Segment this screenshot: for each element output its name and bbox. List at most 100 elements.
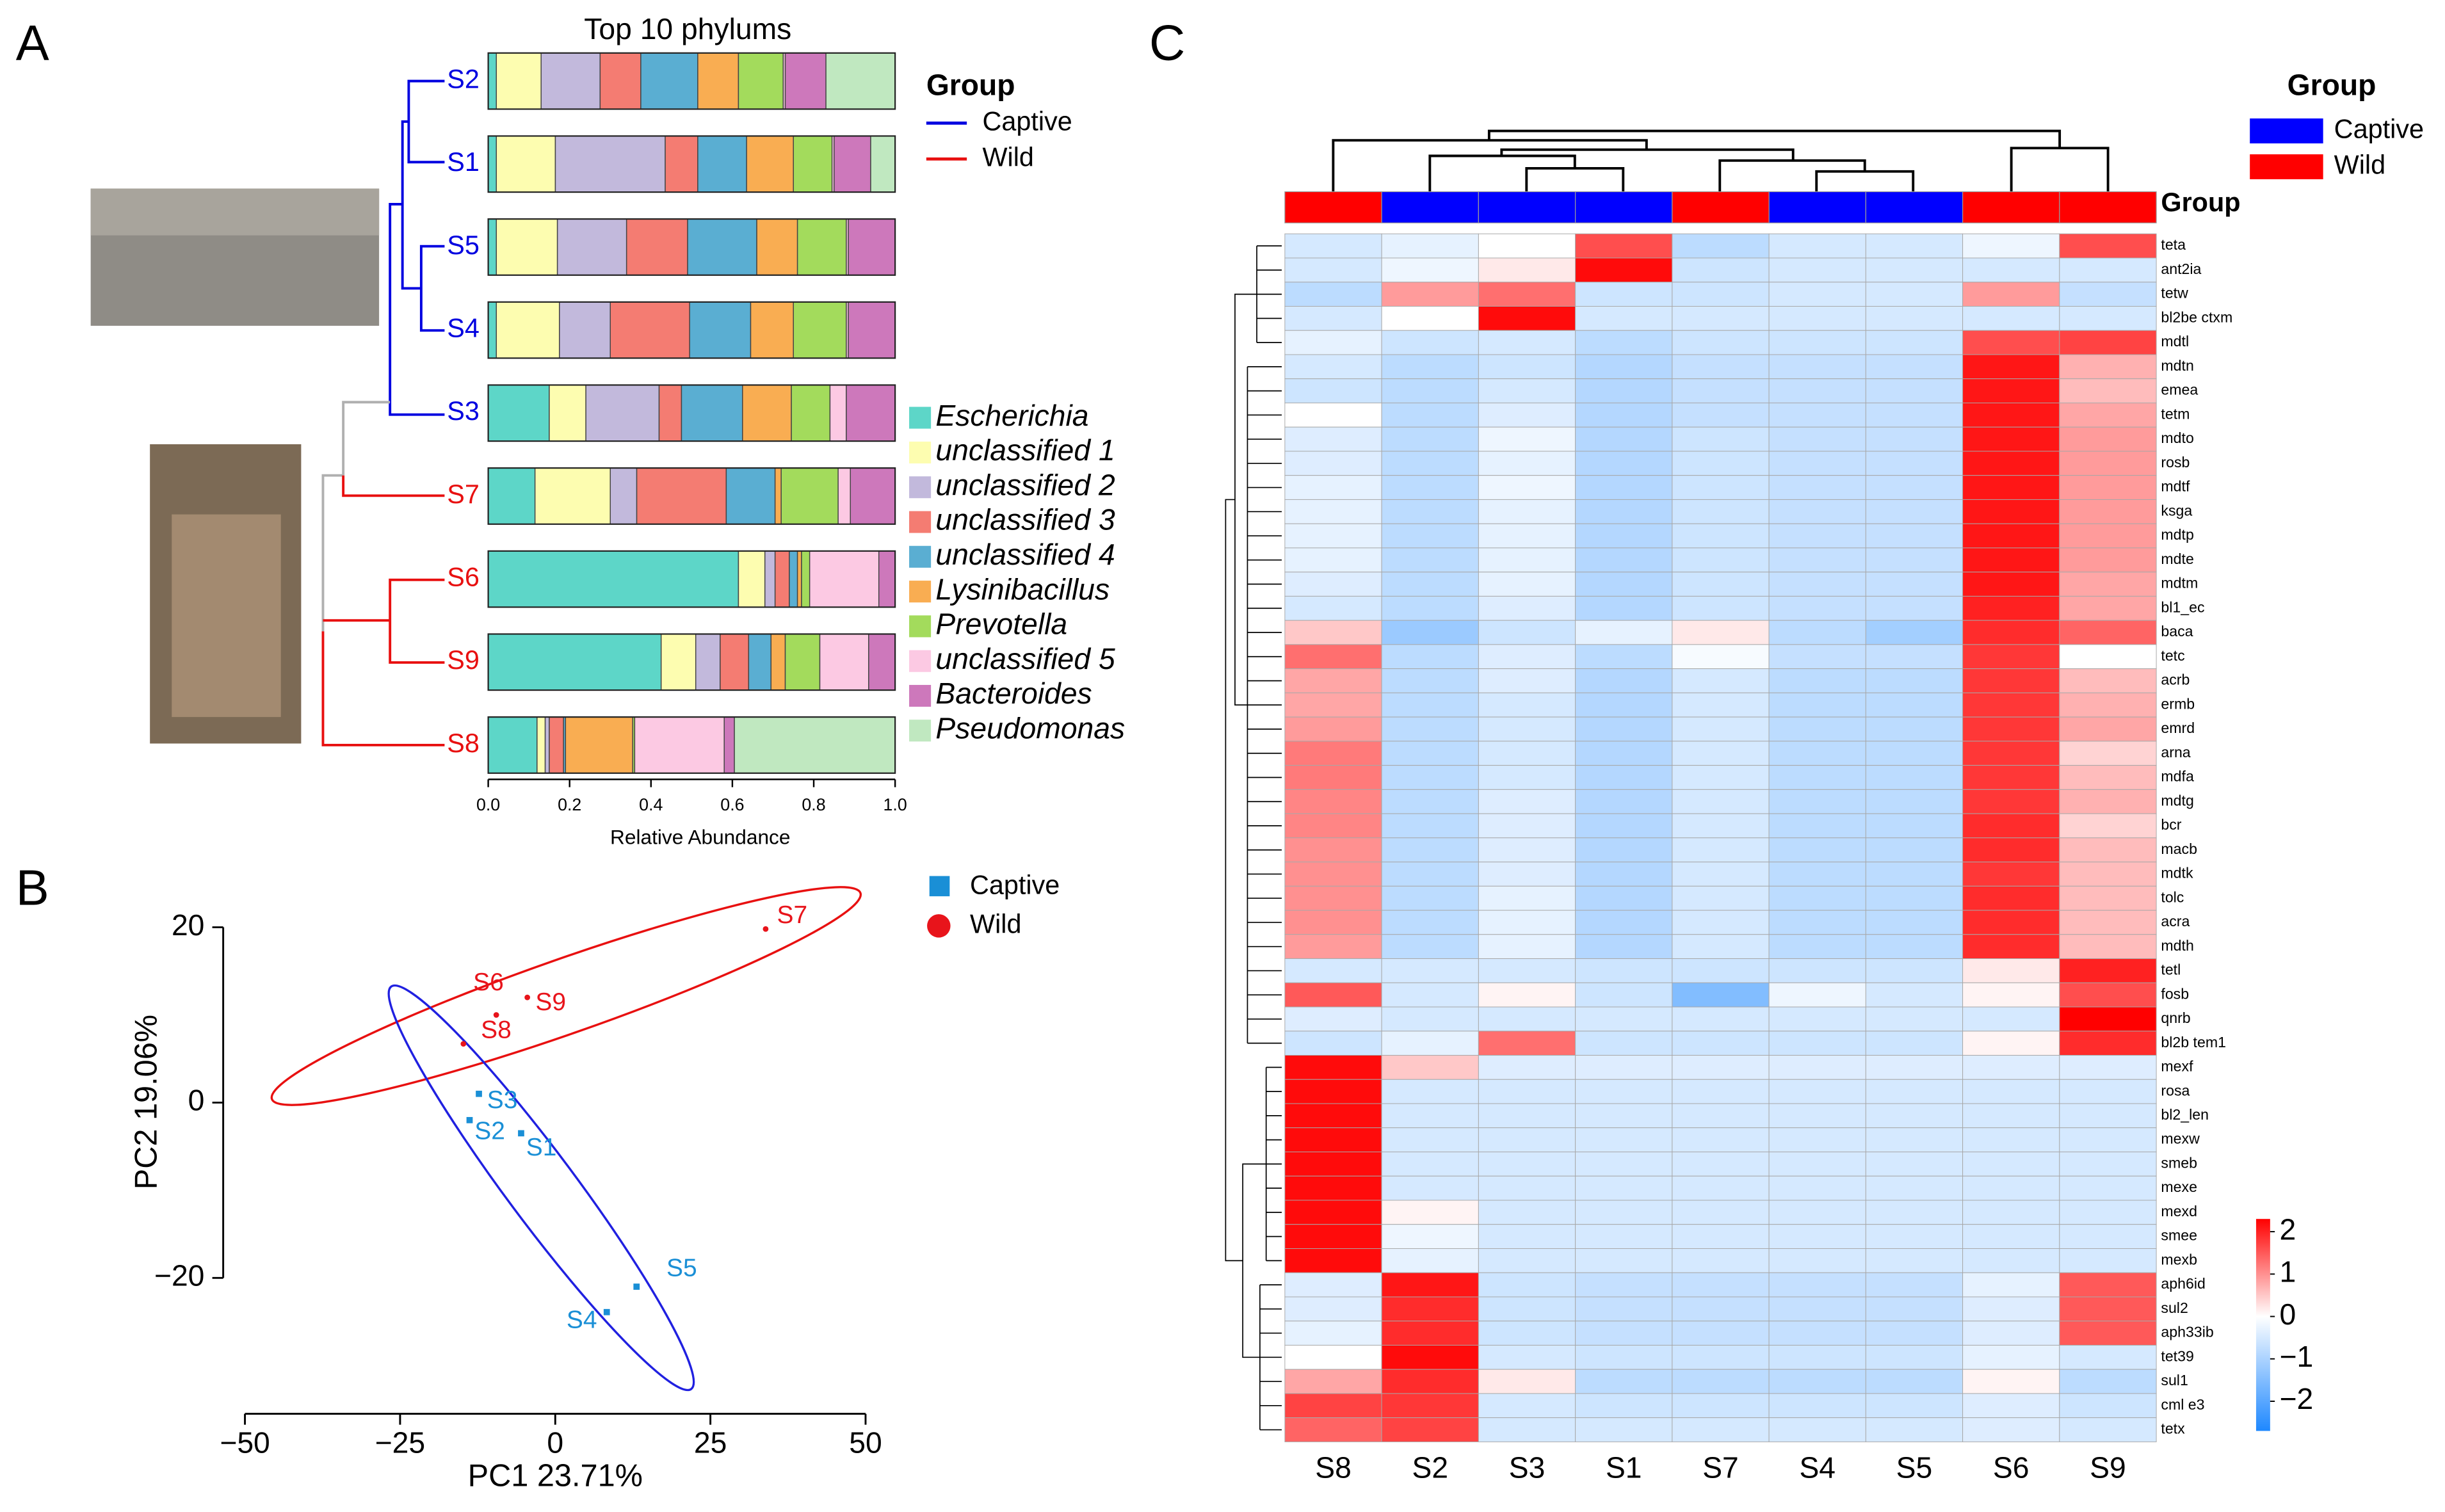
heatmap-cell <box>1962 862 2060 887</box>
legend-label: Wild <box>2334 150 2385 179</box>
legend-label: Pseudomonas <box>935 712 1125 745</box>
heatmap-cell <box>1672 257 1770 283</box>
legend-title: Group <box>2288 68 2376 102</box>
heatmap-cell <box>1478 402 1576 428</box>
heatmap-cell <box>1381 402 1479 428</box>
heatmap-cell <box>2059 233 2157 259</box>
heatmap-cell <box>2059 523 2157 549</box>
x-tick-label: 0.4 <box>639 795 663 814</box>
heatmap-cell <box>1962 499 2060 524</box>
legend-label: Prevotella <box>935 607 1067 641</box>
heatmap-cell <box>1768 572 1866 597</box>
bar-segment <box>780 467 839 525</box>
heatmap-cell <box>2059 1321 2157 1346</box>
bar-segment <box>756 218 798 276</box>
heatmap-cell <box>1575 668 1673 693</box>
heatmap-cell <box>1768 1296 1866 1322</box>
heatmap-cell <box>1865 233 1964 259</box>
heatmap-cell <box>1284 934 1382 960</box>
bar-outline <box>487 633 896 691</box>
heatmap-cell <box>2059 1393 2157 1419</box>
row-label: cml e3 <box>2161 1396 2204 1413</box>
heatmap-cell <box>1962 378 2060 403</box>
row-label: mdfa <box>2161 768 2194 785</box>
heatmap-cell <box>1962 426 2060 452</box>
heatmap-cell <box>1672 620 1770 645</box>
heatmap-cell <box>1962 595 2060 621</box>
bar-segment <box>770 633 786 691</box>
heatmap-cell <box>2059 1006 2157 1032</box>
bar-segment <box>549 384 586 442</box>
heatmap-cell <box>1672 692 1770 718</box>
row-label: mdtk <box>2161 865 2193 881</box>
heatmap-cell <box>2059 982 2157 1008</box>
heatmap-cell <box>1768 1272 1866 1298</box>
heatmap-cell <box>1865 1031 1964 1056</box>
bar-segment <box>496 135 556 193</box>
heatmap-cell <box>1962 572 2060 597</box>
heatmap-cell <box>1672 668 1770 693</box>
row-label: ant2ia <box>2161 261 2201 277</box>
heatmap-cell <box>1865 1393 1964 1419</box>
heatmap-cell <box>1672 1175 1770 1201</box>
heatmap-cell <box>1575 910 1673 935</box>
confidence-ellipse <box>387 984 695 1392</box>
row-label: smee <box>2161 1227 2197 1244</box>
heatmap-cell <box>1478 1296 1576 1322</box>
heatmap-cell <box>1962 1417 2060 1442</box>
heatmap-cell <box>1284 765 1382 790</box>
row-label: arna <box>2161 744 2190 760</box>
heatmap-cell <box>1865 330 1964 355</box>
heatmap-cell <box>2059 765 2157 790</box>
heatmap-cell <box>1284 1296 1382 1322</box>
row-label: emrd <box>2161 720 2195 736</box>
point <box>633 1283 640 1290</box>
heatmap-cell <box>1381 837 1479 863</box>
bar-segment <box>848 218 896 276</box>
heatmap-cell <box>1865 692 1964 718</box>
heatmap-cell <box>1478 692 1576 718</box>
heatmap-cell <box>1768 1200 1866 1225</box>
heatmap-cell <box>1575 257 1673 283</box>
heatmap-cell <box>2059 282 2157 307</box>
heatmap-cell <box>2059 885 2157 911</box>
heatmap-cell <box>1381 692 1479 718</box>
heatmap-cell <box>1284 378 1382 403</box>
heatmap-cell <box>1962 1175 2060 1201</box>
heatmap-cell <box>1962 1055 2060 1080</box>
heatmap-cell <box>1284 692 1382 718</box>
heatmap-cell <box>1672 354 1770 380</box>
heatmap-cell <box>1768 282 1866 307</box>
heatmap-cell <box>1768 257 1866 283</box>
column-label: S3 <box>1509 1451 1545 1484</box>
heatmap-cell <box>1768 1393 1866 1419</box>
heatmap-cell <box>1284 1006 1382 1032</box>
heatmap-cell <box>1768 426 1866 452</box>
heatmap-cell <box>1672 885 1770 911</box>
heatmap-cell <box>1672 837 1770 863</box>
heatmap-cell <box>1962 813 2060 839</box>
heatmap-cell <box>2059 1152 2157 1177</box>
heatmap-cell <box>1575 1417 1673 1442</box>
heatmap-cell <box>1478 958 1576 983</box>
row-label: fosb <box>2161 985 2189 1002</box>
heatmap-cell <box>1575 499 1673 524</box>
heatmap-cell <box>1381 789 1479 814</box>
heatmap-cell <box>1672 1296 1770 1322</box>
heatmap-cell <box>1672 595 1770 621</box>
heatmap-cell <box>1962 282 2060 307</box>
heatmap-cell <box>1284 862 1382 887</box>
legend-swatch <box>2250 118 2323 144</box>
y-tick-label: −20 <box>154 1259 204 1292</box>
colorbar <box>2255 1219 2270 1431</box>
bar-segment <box>681 384 743 442</box>
heatmap-cell <box>1575 282 1673 307</box>
heatmap-cell <box>1381 1103 1479 1129</box>
heatmap-cell <box>1865 885 1964 911</box>
row-label: ermb <box>2161 695 2195 712</box>
column-label: S9 <box>2090 1451 2126 1484</box>
heatmap-cell <box>1284 644 1382 670</box>
heatmap-cell <box>1768 354 1866 380</box>
heatmap-cell <box>1672 1031 1770 1056</box>
heatmap-cell <box>1768 837 1866 863</box>
